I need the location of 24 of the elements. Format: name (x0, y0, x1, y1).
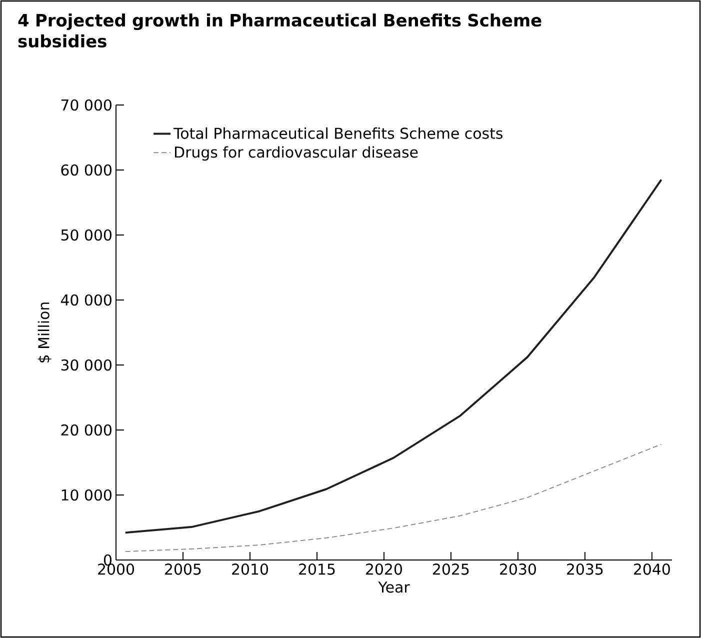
y-axis-title: $ Million (38, 302, 52, 362)
legend-label: Drugs for cardiovascular disease (175, 146, 418, 161)
legend-label: Total Pharmaceutical Benefits Scheme costs (174, 127, 502, 139)
y-tick-label: 10 000 (62, 489, 112, 501)
x-tick-label: 2010 (232, 564, 268, 575)
x-tick-label: 2015 (299, 564, 335, 575)
line-series (124, 444, 662, 552)
x-tick-label: 2040 (634, 564, 670, 575)
chart-title: 4 Projected growth in Pharmaceutical Benefits Scheme subsidies (18, 14, 542, 48)
x-tick-label: 2035 (567, 564, 603, 575)
y-tick-label: 30 000 (61, 359, 112, 371)
y-tick-label: 60 000 (61, 164, 112, 176)
x-tick-label: 2020 (366, 564, 402, 575)
y-tick-label: 40 000 (60, 294, 112, 306)
y-tick-label: 0 (104, 554, 112, 566)
y-tick-label: 50 000 (61, 229, 112, 241)
x-tick-label: 2030 (500, 564, 536, 575)
x-tick-label: 2000 (98, 564, 134, 575)
y-tick-label: 20 000 (61, 424, 112, 436)
y-tick-label: 70 000 (61, 99, 112, 111)
line-series (124, 178, 662, 534)
x-tick-label: 2025 (433, 564, 469, 575)
x-axis-title: Year (378, 582, 410, 593)
x-tick-label: 2005 (165, 564, 201, 575)
